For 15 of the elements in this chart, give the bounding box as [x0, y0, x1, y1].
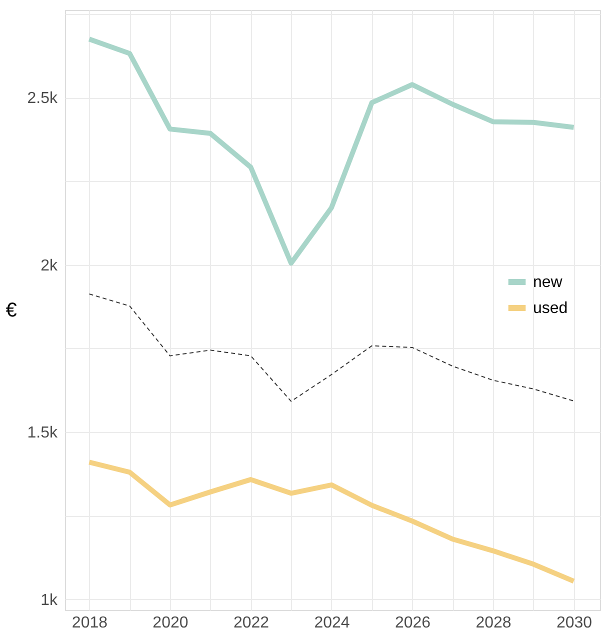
- x-tick-label: 2030: [556, 614, 592, 632]
- y-axis-title: €: [6, 300, 17, 322]
- x-tick-label: 2028: [476, 614, 512, 632]
- x-tick-label: 2022: [233, 614, 270, 632]
- y-tick-label: 1k: [40, 592, 58, 609]
- legend-label: new: [533, 274, 563, 291]
- y-tick-label: 2k: [40, 257, 58, 274]
- y-tick-label: 1.5k: [27, 424, 58, 442]
- x-tick-label: 2020: [152, 614, 188, 632]
- x-tick-label: 2018: [72, 614, 108, 632]
- line-series: [88, 293, 574, 402]
- legend-label: used: [533, 300, 568, 317]
- x-tick-label: 2026: [394, 614, 431, 632]
- x-tick-label: 2024: [314, 614, 350, 632]
- y-tick-label: 2.5k: [27, 90, 58, 108]
